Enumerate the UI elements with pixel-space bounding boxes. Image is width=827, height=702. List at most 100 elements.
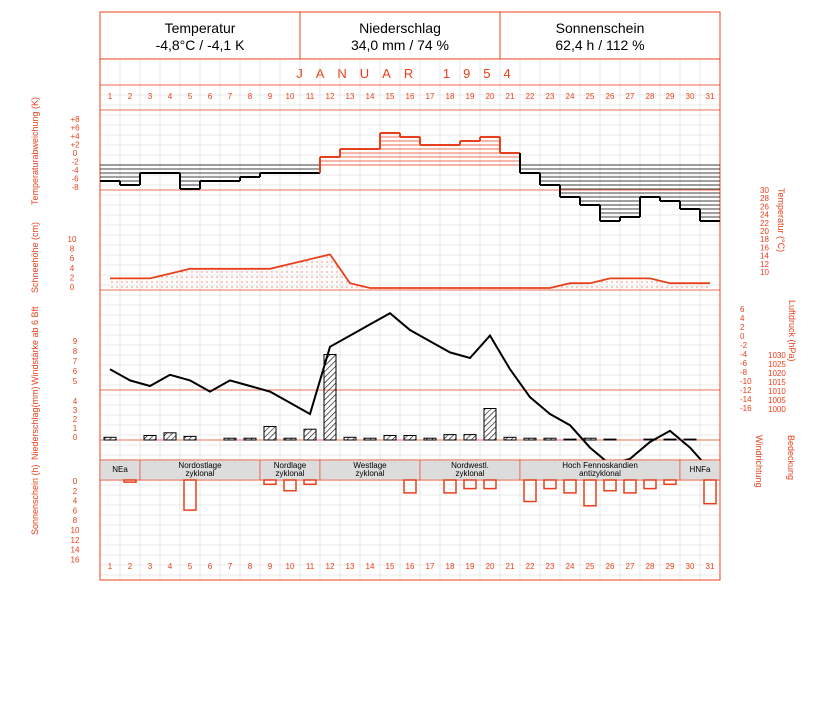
weather-type-label: NEa (112, 465, 128, 474)
day-label-top: 25 (586, 92, 595, 101)
pressure-tick: 2 (740, 323, 745, 332)
day-label-top: 6 (208, 92, 213, 101)
day-label-bottom: 4 (168, 562, 173, 571)
precip-bar (423, 437, 437, 441)
precip-bar (303, 428, 317, 441)
precip-bar (263, 426, 277, 441)
wind-tick: 9 (73, 337, 78, 346)
day-label-bottom: 17 (426, 562, 435, 571)
temp-tick: 24 (760, 211, 769, 220)
sunshine-bar (263, 479, 277, 486)
header-value: 34,0 mm / 74 % (350, 37, 450, 53)
axis-label-pressure: Luftdruck (hPa) (787, 300, 797, 362)
precip-tick: 3 (73, 406, 78, 415)
pressure-tick: -12 (740, 386, 752, 395)
axis-label-cloud: Bedeckung (786, 435, 796, 481)
header-cell-sunshine: Sonnenschein 62,4 h / 112 % (500, 12, 700, 59)
wind-tick: 8 (73, 347, 78, 356)
precip-bar (283, 437, 297, 441)
weather-type-label: zyklonal (186, 469, 215, 478)
sunshine-bar (663, 479, 677, 486)
precip-bar (463, 434, 477, 441)
sunshine-bar (283, 479, 297, 492)
day-label-bottom: 8 (248, 562, 253, 571)
precip-bar (143, 435, 157, 441)
sunshine-bar (703, 479, 717, 505)
sunshine-bar (563, 479, 577, 494)
day-label-top: 26 (606, 92, 615, 101)
header-cell-precipitation: Niederschlag 34,0 mm / 74 % (300, 12, 500, 59)
sun-tick: 16 (71, 555, 80, 564)
day-label-top: 11 (306, 92, 315, 101)
sunshine-bar (443, 479, 457, 494)
precip-bar (483, 408, 497, 441)
pressure-right-tick: 1030 (768, 351, 786, 360)
pressure-tick: -8 (740, 368, 748, 377)
pressure-tick: 6 (740, 305, 745, 314)
day-label-bottom: 9 (268, 562, 273, 571)
temp-dev-tick: -4 (71, 166, 79, 175)
weather-type-label: zyklonal (276, 469, 305, 478)
day-label-top: 4 (168, 92, 173, 101)
header-value: -4,8°C / -4,1 K (155, 37, 245, 53)
sun-tick: 8 (73, 516, 78, 525)
precip-bar (363, 437, 377, 441)
day-label-top: 17 (426, 92, 435, 101)
sunshine-bar (463, 479, 477, 490)
precip-bar (563, 438, 577, 441)
day-label-bottom: 12 (326, 562, 335, 571)
axis-label-wind-dir: Windrichtung (754, 435, 764, 488)
day-label-bottom: 6 (208, 562, 213, 571)
day-label-bottom: 29 (666, 562, 675, 571)
precip-bar (383, 435, 397, 441)
sun-tick: 6 (73, 506, 78, 515)
pressure-tick: -10 (740, 377, 752, 386)
day-label-top: 5 (188, 92, 193, 101)
header-label: Niederschlag (359, 20, 441, 36)
weather-type-label: Westlage (353, 461, 387, 470)
pressure-tick: -14 (740, 395, 752, 404)
snow-line (110, 253, 710, 289)
sunshine-bar (183, 479, 197, 511)
precip-bar (343, 436, 357, 441)
day-label-bottom: 26 (606, 562, 615, 571)
weather-type-label: HNFa (690, 465, 711, 474)
axis-label-wind: Windstärke ab 6 Bft (30, 306, 40, 385)
weather-type-label: zyklonal (456, 469, 485, 478)
day-label-bottom: 2 (128, 562, 133, 571)
day-label-bottom: 15 (386, 562, 395, 571)
day-label-bottom: 5 (188, 562, 193, 571)
day-label-bottom: 7 (228, 562, 233, 571)
day-label-top: 1 (108, 92, 113, 101)
temp-tick: 28 (760, 194, 769, 203)
temp-tick: 14 (760, 252, 769, 261)
day-label-bottom: 21 (506, 562, 515, 571)
day-label-top: 18 (446, 92, 455, 101)
day-label-bottom: 28 (646, 562, 655, 571)
temp-tick: 12 (760, 260, 769, 269)
pressure-right-tick: 1005 (768, 396, 786, 405)
day-label-bottom: 31 (706, 562, 715, 571)
day-label-top: 28 (646, 92, 655, 101)
day-label-top: 30 (686, 92, 695, 101)
snow-tick: 2 (70, 273, 75, 282)
weather-type-label: antizyklonal (579, 469, 621, 478)
temp-tick: 16 (760, 243, 769, 252)
header-value: 62,4 h / 112 % (555, 37, 645, 53)
temp-tick: 20 (760, 227, 769, 236)
axis-label-precip: Niederschlag(mm) (30, 386, 40, 460)
precip-tick: 2 (73, 415, 78, 424)
day-label-bottom: 16 (406, 562, 415, 571)
pressure-right-tick: 1010 (768, 387, 786, 396)
precip-bar (543, 437, 557, 441)
sun-tick: 14 (71, 546, 80, 555)
pressure-right-tick: 1025 (768, 360, 786, 369)
day-label-top: 22 (526, 92, 535, 101)
temp-dev-tick: 0 (73, 149, 78, 158)
day-label-bottom: 19 (466, 562, 475, 571)
header-cell-temperature: Temperatur -4,8°C / -4,1 K (100, 12, 300, 59)
sun-tick: 4 (73, 497, 78, 506)
day-label-top: 10 (286, 92, 295, 101)
weather-type-label: Nordlage (274, 461, 307, 470)
precip-bar (243, 437, 257, 441)
